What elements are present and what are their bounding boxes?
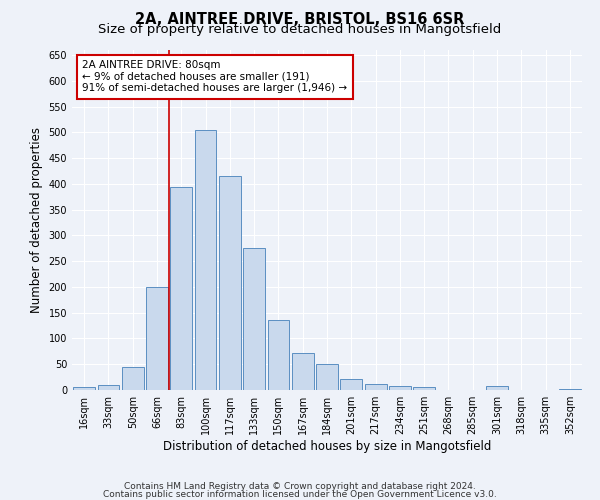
Bar xyxy=(170,186,192,390)
Text: Contains public sector information licensed under the Open Government Licence v3: Contains public sector information licen… xyxy=(103,490,497,499)
Bar xyxy=(486,386,508,390)
Bar xyxy=(268,320,289,390)
Bar xyxy=(559,389,581,390)
Text: 2A AINTREE DRIVE: 80sqm
← 9% of detached houses are smaller (191)
91% of semi-de: 2A AINTREE DRIVE: 80sqm ← 9% of detached… xyxy=(82,60,347,94)
Bar xyxy=(219,176,241,390)
X-axis label: Distribution of detached houses by size in Mangotsfield: Distribution of detached houses by size … xyxy=(163,440,491,453)
Bar xyxy=(243,248,265,390)
Bar xyxy=(97,385,119,390)
Bar xyxy=(340,378,362,390)
Bar xyxy=(365,384,386,390)
Bar xyxy=(292,353,314,390)
Bar xyxy=(73,388,95,390)
Text: 2A, AINTREE DRIVE, BRISTOL, BS16 6SR: 2A, AINTREE DRIVE, BRISTOL, BS16 6SR xyxy=(136,12,464,28)
Bar xyxy=(122,367,143,390)
Bar xyxy=(316,364,338,390)
Text: Contains HM Land Registry data © Crown copyright and database right 2024.: Contains HM Land Registry data © Crown c… xyxy=(124,482,476,491)
Bar xyxy=(146,287,168,390)
Text: Size of property relative to detached houses in Mangotsfield: Size of property relative to detached ho… xyxy=(98,22,502,36)
Bar xyxy=(413,388,435,390)
Bar xyxy=(389,386,411,390)
Y-axis label: Number of detached properties: Number of detached properties xyxy=(30,127,43,313)
Bar xyxy=(194,130,217,390)
